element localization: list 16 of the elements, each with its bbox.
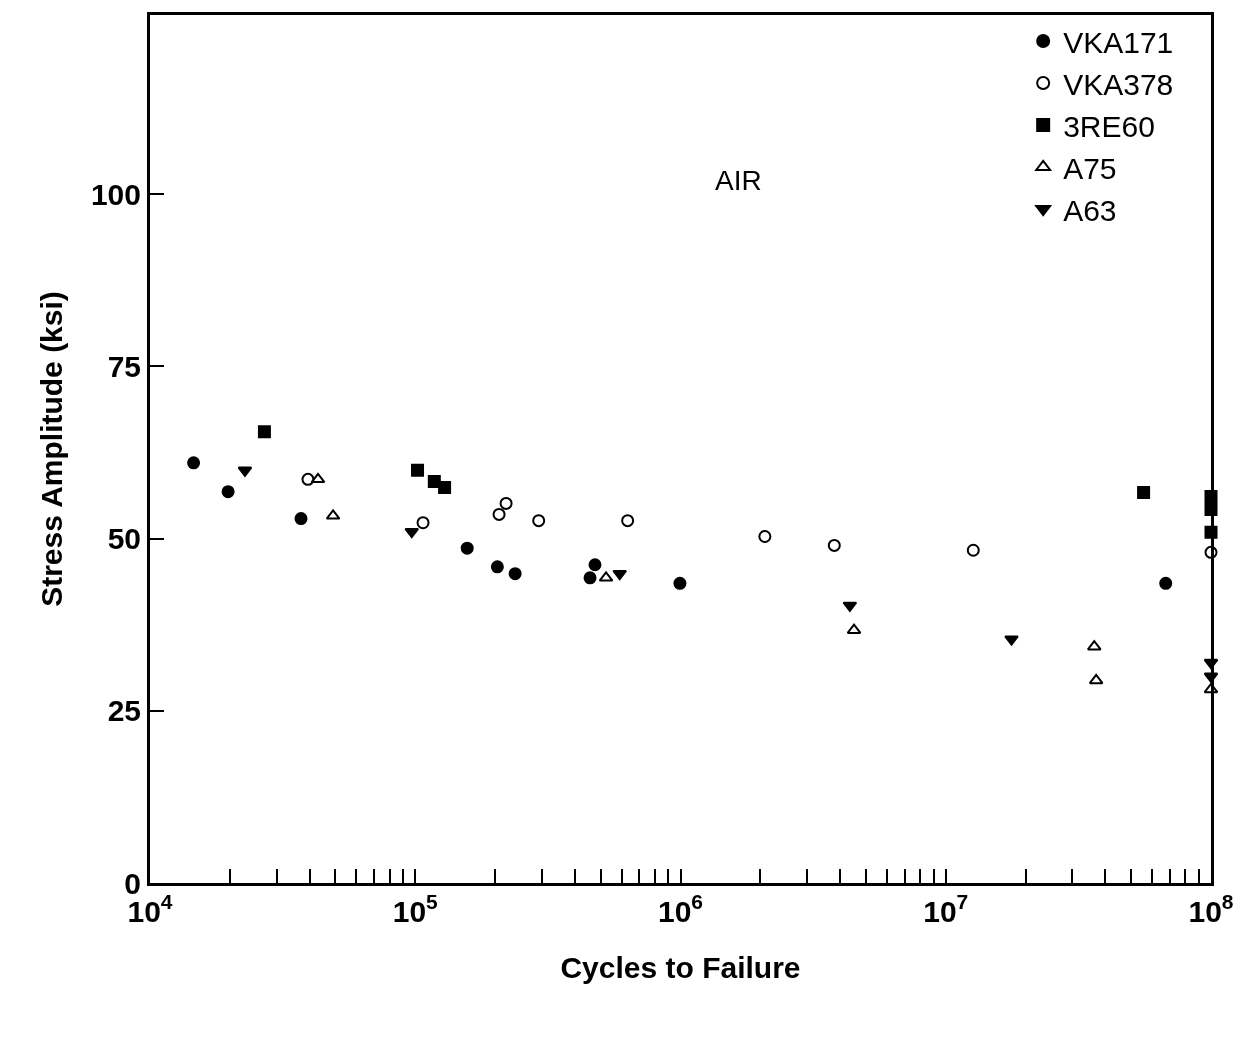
legend-label: VKA378 — [1063, 67, 1174, 101]
x-tick-label: 10$^{8}$ — [1188, 890, 1234, 928]
legend-label: A75 — [1063, 151, 1117, 185]
y-tick-label: 50 — [107, 522, 141, 556]
legend-label: A63 — [1063, 193, 1117, 227]
y-tick-label: 75 — [107, 349, 141, 383]
legend-label: 3RE60 — [1063, 109, 1155, 143]
y-tick-label: 100 — [90, 177, 141, 211]
legend-label: VKA171 — [1063, 25, 1174, 59]
y-tick-label: 25 — [107, 694, 141, 728]
x-axis-title: Cycles to Failure — [560, 950, 801, 984]
x-tick-label: 10$^{6}$ — [657, 890, 704, 928]
x-tick-label: 10$^{5}$ — [392, 890, 439, 928]
annotation: AIR — [715, 165, 762, 196]
y-axis-title: Stress Amplitude (ksi) — [34, 291, 68, 607]
x-tick-label: 10$^{7}$ — [923, 890, 969, 928]
